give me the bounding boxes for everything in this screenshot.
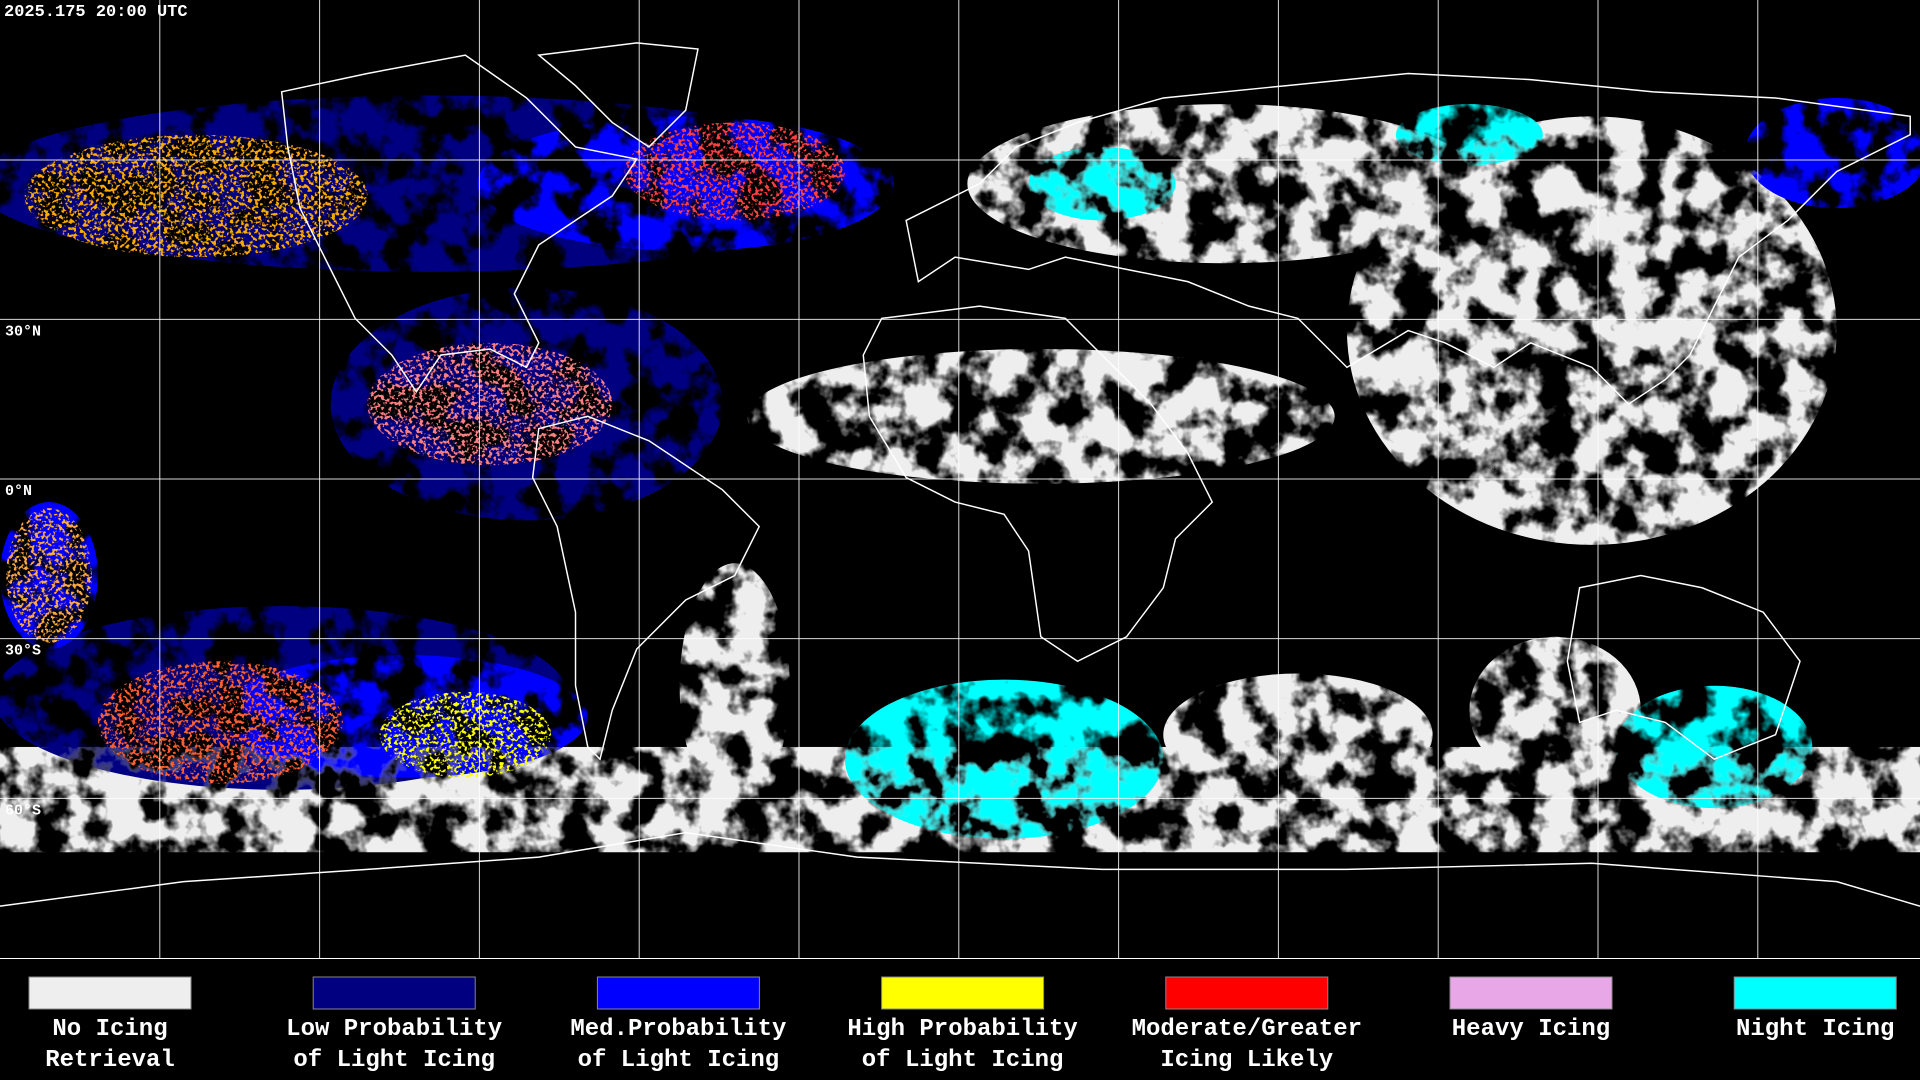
legend-label: Med.Probability xyxy=(570,1016,786,1043)
legend-swatch xyxy=(1449,976,1613,1010)
legend-swatch xyxy=(1733,976,1897,1010)
legend-label: Night Icing xyxy=(1736,1016,1894,1043)
legend-label: High Probability xyxy=(847,1016,1077,1043)
legend-swatch xyxy=(596,976,760,1010)
legend-label: No Icing xyxy=(52,1016,167,1043)
latitude-label: 0°N xyxy=(5,483,32,500)
legend-label: Low Probability xyxy=(286,1016,502,1043)
latitude-label: 30°N xyxy=(5,323,41,340)
legend-swatch xyxy=(881,976,1045,1010)
legend-swatch xyxy=(1165,976,1329,1010)
legend-label: Retrieval xyxy=(45,1047,175,1074)
legend-label: Moderate/Greater xyxy=(1132,1016,1362,1043)
coastlines xyxy=(0,42,1920,907)
legend: No Icing Retrieval Low Probability of Light… xyxy=(28,976,1897,1074)
legend-label: of Light Icing xyxy=(578,1047,780,1074)
cloud-night-icing xyxy=(844,104,1813,839)
legend-swatch xyxy=(312,976,476,1010)
legend-swatch xyxy=(28,976,192,1010)
legend-label: Icing Likely xyxy=(1160,1047,1333,1074)
timestamp: 2025.175 20:00 UTC xyxy=(4,3,188,22)
latitude-label: 30°S xyxy=(5,643,41,660)
cloud-high-moderate xyxy=(6,122,845,784)
latitude-label: 60°S xyxy=(5,802,41,819)
legend-label: Heavy Icing xyxy=(1452,1016,1610,1043)
legend-label: of Light Icing xyxy=(862,1047,1064,1074)
legend-label: of Light Icing xyxy=(293,1047,495,1074)
latitude-labels: 30°N 0°N 30°S 60°S xyxy=(0,318,1920,819)
